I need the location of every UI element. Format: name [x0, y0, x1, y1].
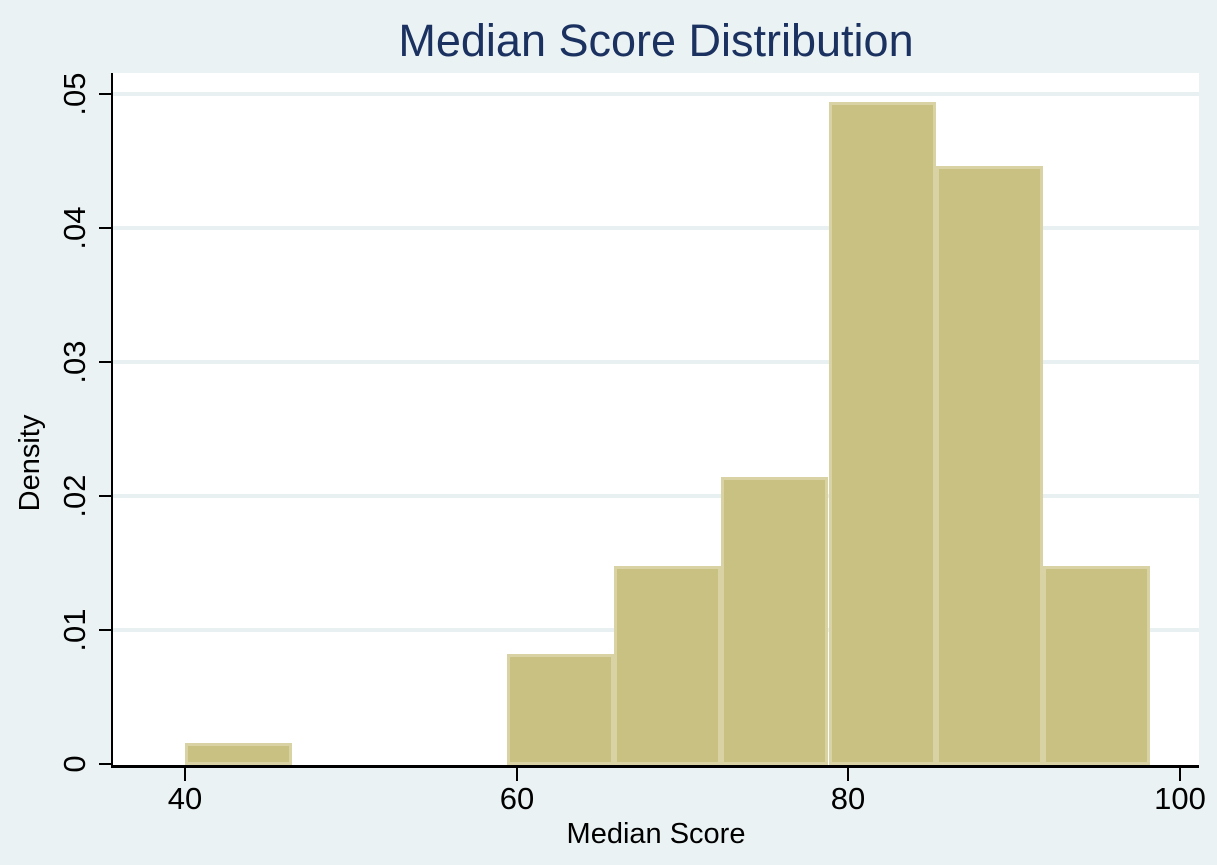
histogram-bar: [829, 102, 936, 765]
y-axis-title: Density: [14, 414, 46, 512]
x-tick-label: 60: [499, 781, 535, 816]
y-tick-label: .02: [57, 474, 92, 518]
x-axis-title: Median Score: [566, 818, 746, 850]
x-tick: [1179, 768, 1181, 781]
y-gridline: [113, 360, 1199, 364]
y-tick-label: .01: [57, 608, 92, 652]
y-gridline: [113, 92, 1199, 96]
y-tick: [99, 227, 111, 229]
x-tick-label: 100: [1154, 781, 1206, 816]
y-tick: [99, 763, 111, 765]
x-tick: [847, 768, 849, 781]
x-tick: [184, 768, 186, 781]
histogram-bar: [721, 477, 828, 765]
histogram-bar: [614, 566, 721, 765]
y-tick: [99, 93, 111, 95]
x-axis-line: [111, 765, 1199, 768]
y-gridline: [113, 494, 1199, 498]
chart-title: Median Score Distribution: [398, 15, 914, 66]
y-gridline: [113, 226, 1199, 230]
y-tick: [99, 361, 111, 363]
x-tick-label: 80: [830, 781, 866, 816]
histogram-bar: [1043, 566, 1150, 765]
histogram-bar: [507, 654, 614, 765]
x-tick: [516, 768, 518, 781]
x-tick-label: 40: [167, 781, 203, 816]
y-tick: [99, 495, 111, 497]
plot-area: [113, 73, 1199, 765]
y-tick-label: .05: [57, 72, 92, 116]
y-tick-label: .04: [57, 206, 92, 250]
y-tick-label: .03: [57, 340, 92, 384]
y-axis-line: [111, 73, 113, 768]
y-tick-label: 0: [57, 755, 92, 773]
y-tick: [99, 629, 111, 631]
histogram-bar: [185, 743, 292, 765]
histogram-bar: [936, 166, 1043, 765]
